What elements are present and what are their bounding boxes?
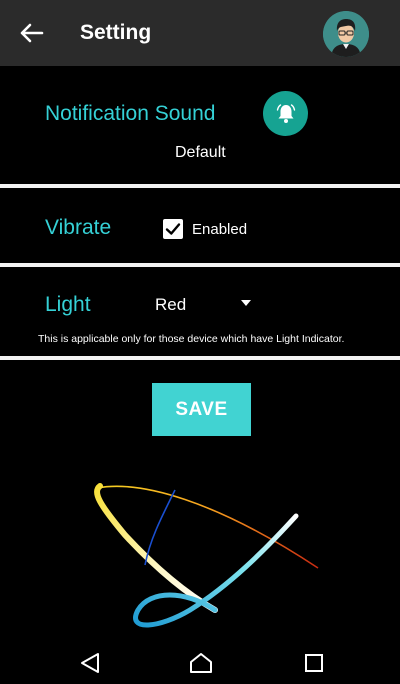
app-bar: Setting — [0, 0, 400, 66]
vibrate-label: Vibrate — [45, 216, 112, 239]
nav-recents-icon[interactable] — [302, 652, 326, 674]
dropdown-caret-icon — [241, 300, 251, 306]
vibrate-checkbox[interactable] — [163, 219, 183, 239]
light-color-selected: Red — [155, 295, 187, 314]
light-color-select[interactable]: Red — [155, 293, 265, 317]
stroke-cyan — [133, 513, 299, 628]
save-button[interactable]: SAVE — [152, 383, 251, 436]
bell-icon — [276, 103, 295, 123]
nav-home-icon[interactable] — [189, 652, 213, 674]
avatar[interactable] — [323, 11, 369, 57]
divider — [0, 263, 400, 267]
user-avatar-icon — [323, 11, 369, 57]
notification-sound-value: Default — [175, 144, 226, 161]
notification-sound-button[interactable] — [263, 91, 308, 136]
stroke-orange — [96, 485, 319, 569]
signature-drawing-area[interactable] — [0, 450, 400, 640]
checkmark-icon — [165, 223, 181, 235]
arrow-back-icon[interactable] — [16, 20, 46, 46]
page-title: Setting — [80, 21, 152, 44]
nav-back-icon[interactable] — [78, 652, 102, 674]
light-label: Light — [45, 293, 91, 316]
notification-section: Notification Sound Default — [0, 66, 400, 184]
system-nav-bar — [0, 640, 400, 684]
divider — [0, 356, 400, 360]
divider — [0, 184, 400, 188]
stroke-yellow — [94, 483, 218, 613]
stroke-blue-thin — [144, 489, 176, 566]
vibrate-checkbox-label[interactable]: Enabled — [192, 221, 248, 238]
notification-sound-label: Notification Sound — [45, 102, 216, 125]
vibrate-section: Vibrate Enabled — [0, 188, 400, 263]
light-indicator-note: This is applicable only for those device… — [38, 333, 345, 345]
light-section: Light Red This is applicable only for th… — [0, 267, 400, 356]
